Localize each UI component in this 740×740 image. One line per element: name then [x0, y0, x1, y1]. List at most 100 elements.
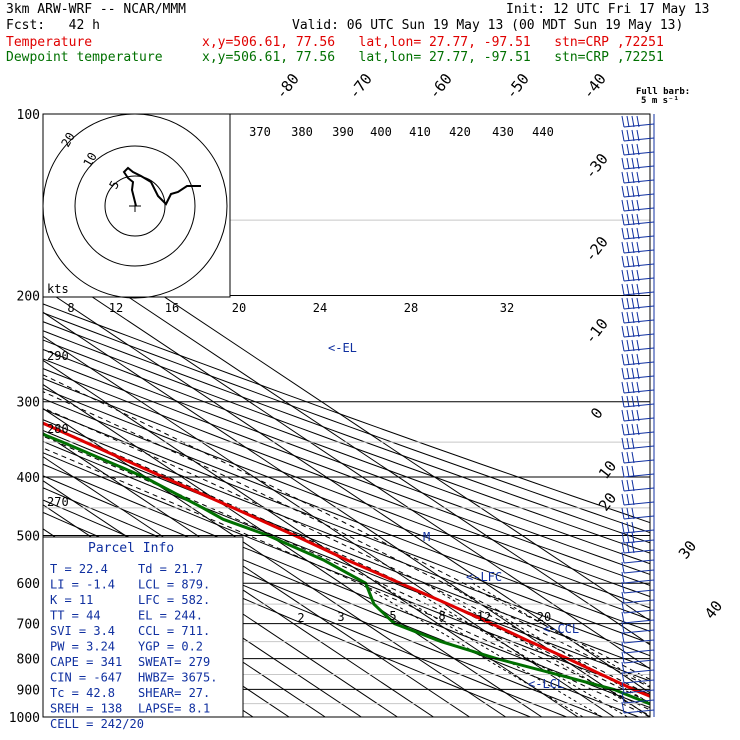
wind-barb-flag [621, 367, 625, 380]
temperature-legend-label: Temperature [6, 35, 93, 50]
wind-barb-flag [631, 185, 635, 198]
wind-barb-flag [621, 541, 625, 554]
wind-barb-flag [636, 283, 640, 296]
wind-barb [621, 241, 655, 254]
wind-barb-flag [626, 213, 630, 226]
parcel-info-left-value: LI = -1.4 [50, 578, 115, 592]
parcel-info-box [42, 536, 244, 718]
parcel-info-right-value: SWEAT= 279 [138, 655, 210, 669]
wind-barb-flag [636, 255, 640, 268]
pressure-tick-label: 200 [17, 290, 40, 305]
wind-barb [621, 353, 655, 366]
wind-barb-flag [621, 409, 625, 422]
wind-barb-flag [636, 129, 640, 142]
hodograph-ring-label: 20 [58, 130, 77, 150]
wind-barb-flag [631, 479, 635, 492]
wind-barb-flag [621, 479, 625, 492]
wind-barb-staff [623, 639, 655, 644]
wind-barb-flag [631, 531, 635, 544]
dry-adiabat-line [43, 339, 650, 565]
wind-barb-flag [636, 115, 640, 128]
wind-barb-flag [636, 297, 640, 310]
wind-barb [621, 255, 655, 268]
pressure-tick-label: 700 [17, 618, 40, 633]
parcel-info-right-value: YGP = 0.2 [138, 640, 203, 654]
wind-barb-staff [623, 689, 655, 694]
parcel-info-right-value: SHEAR= 27. [138, 686, 210, 700]
wind-barb-flag [631, 311, 635, 324]
isotherm-label: -50 [502, 70, 533, 102]
wind-barb-flag [626, 507, 630, 520]
wind-barb [621, 691, 655, 704]
wind-barb-flag [631, 129, 635, 142]
isotherm-line [43, 359, 579, 717]
wind-barb-flag [636, 171, 640, 184]
wind-barb [621, 561, 655, 574]
wind-barb [621, 185, 655, 198]
dry-adiabat-line [43, 387, 650, 621]
parcel-info-right-value: HWBZ= 3675. [138, 671, 217, 685]
mixing-ratio-line [424, 582, 650, 717]
wind-barb-flag [621, 601, 625, 614]
wind-barb-flag [631, 297, 635, 310]
isotherm-line [43, 311, 650, 717]
wind-barb [621, 541, 655, 554]
wind-barb-flag [631, 143, 635, 156]
dewpoint-location-info: x,y=506.61, 77.56 lat,lon= 27.77, -97.51… [202, 50, 664, 65]
wind-barb-flag [621, 381, 625, 394]
wind-barb [621, 601, 655, 614]
wind-barb [621, 591, 655, 604]
parcel-info-left-value: TT = 44 [50, 609, 101, 623]
isotherm-label: -10 [581, 315, 612, 347]
wind-barb-flag [636, 213, 640, 226]
wind-barb-staff [623, 659, 655, 664]
wind-barb-staff [623, 629, 655, 634]
temperature-location-info: x,y=506.61, 77.56 lat,lon= 27.77, -97.51… [202, 35, 664, 50]
wind-barb-flag [631, 451, 635, 464]
parcel-info-right-value: LFC = 582. [138, 593, 210, 607]
wind-barb-staff [623, 609, 655, 614]
wind-barb-flag [621, 551, 625, 564]
wind-barb-flag [621, 171, 625, 184]
wind-barb-flag [621, 701, 625, 714]
wind-barb-flag [636, 423, 640, 436]
wind-barb-flag [626, 381, 630, 394]
parcel-info-left-value: CIN = -647 [50, 671, 122, 685]
wind-barb-flag [626, 143, 630, 156]
wind-barb [621, 143, 655, 156]
barb-key-units: 5 m s⁻¹ [641, 96, 679, 106]
wind-barb-flag [621, 641, 625, 654]
dry-adiabat-line [43, 312, 650, 534]
wind-barb-flag [621, 531, 625, 544]
dry-adiabat-line [43, 398, 650, 632]
wind-barb-staff [623, 709, 655, 714]
parcel-info-right-value: LCL = 879. [138, 578, 210, 592]
dry-adiabat-line [43, 358, 650, 586]
wind-barb-flag [621, 571, 625, 584]
wind-barb-flag [621, 561, 625, 574]
pressure-tick-label: 1000 [9, 711, 40, 726]
parcel-info-left-value: SREH = 138 [50, 702, 122, 716]
mixing-ratio-line [359, 582, 584, 717]
wind-barb-flag [631, 157, 635, 170]
wind-barb-flag [621, 493, 625, 506]
wind-barb [621, 437, 655, 450]
wind-barb [621, 479, 655, 492]
wind-barb-flag [621, 611, 625, 624]
wind-barb-flag [631, 171, 635, 184]
hodograph-ring [74, 145, 196, 267]
wind-barb-flag [631, 213, 635, 226]
wind-barb-flag [621, 199, 625, 212]
wind-barb-flag [621, 339, 625, 352]
parcel-info-panel: Parcel Info T = 22.4 Td = 21.7 LI = -1.4 LCL… [42, 536, 244, 731]
parcel-info-left-value: CAPE = 341 [50, 655, 122, 669]
isotherm-label: -40 [579, 70, 610, 102]
wind-barb-flag [626, 409, 630, 422]
wind-barb-flag [631, 409, 635, 422]
theta-label: 410 [409, 125, 431, 139]
wind-barb [621, 157, 655, 170]
wind-barb-flag [631, 269, 635, 282]
wind-barb-flag [631, 353, 635, 366]
isotherm-line [43, 215, 650, 622]
wind-barb-flag [621, 651, 625, 664]
